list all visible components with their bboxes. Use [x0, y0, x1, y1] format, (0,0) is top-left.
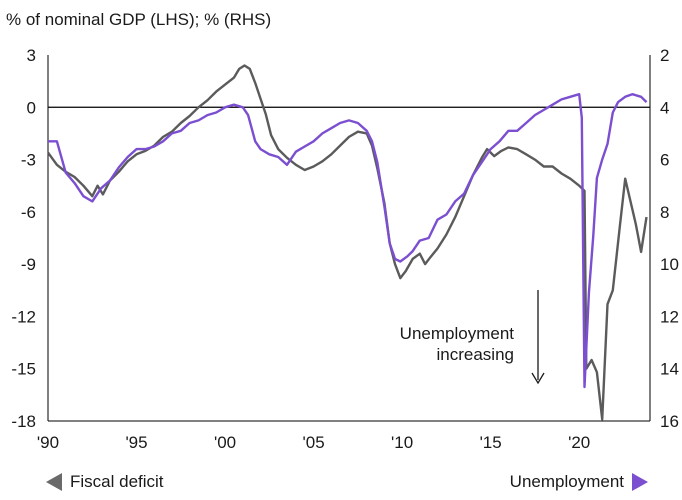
- x-tick-label: '95: [125, 433, 147, 452]
- series-line-fiscal-deficit: [47, 64, 648, 421]
- series-line-unemployment: [48, 93, 648, 389]
- triangle-left-icon: [46, 473, 62, 491]
- tick-labels: 3 0 -3 -6 -9 -12 -15 -18 2 4 6 8 10 12 14 16 '90 '95 '00 '0…: [11, 46, 679, 452]
- y-left-tick-label: -3: [21, 151, 36, 170]
- y-right-tick-label: 4: [660, 98, 669, 117]
- y-left-tick-label: -18: [11, 412, 36, 431]
- x-tick-label: '00: [214, 433, 236, 452]
- plot-area: [47, 55, 651, 422]
- y-right-tick-label: 12: [660, 307, 679, 326]
- x-tick-label: '90: [37, 433, 59, 452]
- legend-right-label: Unemployment: [509, 472, 624, 491]
- legend-fiscal-deficit: Fiscal deficit: [46, 472, 164, 492]
- y-right-tick-label: 6: [660, 151, 669, 170]
- y-right-tick-label: 14: [660, 360, 679, 379]
- legend-left-label: Fiscal deficit: [70, 472, 164, 491]
- chart: 3 0 -3 -6 -9 -12 -15 -18 2 4 6 8 10 12 14 16 '90 '95 '00 '0…: [11, 46, 679, 452]
- chart-subtitle: % of nominal GDP (LHS); % (RHS): [6, 10, 272, 29]
- y-right-tick-label: 8: [660, 203, 669, 222]
- y-right-tick-label: 10: [660, 255, 679, 274]
- y-right-tick-label: 16: [660, 412, 679, 431]
- x-tick-label: '15: [480, 433, 502, 452]
- triangle-right-icon: [632, 473, 648, 491]
- x-tick-label: '20: [568, 433, 590, 452]
- y-left-tick-label: -6: [21, 203, 36, 222]
- annotation-arrow-head: [531, 372, 545, 385]
- legend-unemployment: Unemployment: [510, 472, 648, 492]
- x-tick-label: '10: [391, 433, 413, 452]
- y-left-tick-label: -12: [11, 307, 36, 326]
- x-tick-label: '05: [303, 433, 325, 452]
- annotation-line-1: Unemployment: [400, 324, 515, 343]
- y-left-tick-label: -15: [11, 360, 36, 379]
- y-right-tick-label: 2: [660, 46, 669, 65]
- y-left-tick-label: -9: [21, 255, 36, 274]
- annotation-line-2: increasing: [437, 345, 515, 364]
- y-left-tick-label: 3: [27, 46, 36, 65]
- y-left-tick-label: 0: [27, 98, 36, 117]
